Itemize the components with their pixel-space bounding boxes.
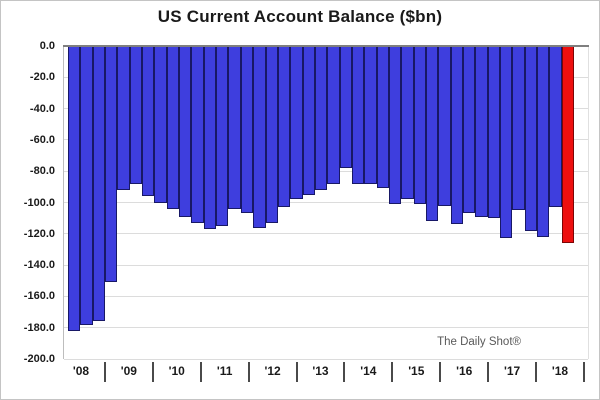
x-year-label: '15 [393,362,442,382]
y-tick-label: -40.0 [29,102,55,115]
y-tick-label: -180.0 [23,321,55,334]
bar-2015-q2 [425,46,439,221]
x-year-label: '08 [58,362,106,382]
bar-2012-q2 [277,46,291,207]
bar-2008-q1 [68,46,81,331]
x-year-label: '09 [106,362,154,382]
bar-2014-q4 [401,46,414,199]
y-tick-label: -140.0 [23,259,55,272]
gridline [64,358,588,360]
bar-2008-q3 [92,46,106,321]
bar-2013-q4 [351,46,365,184]
bar-2008-q2 [80,46,93,325]
watermark: The Daily Shot® [437,336,521,348]
x-year-label: '11 [202,362,250,382]
bar-2014-q3 [388,46,402,204]
gridline [64,295,588,297]
x-year-label: '13 [298,362,346,382]
bar-2012-q1 [265,46,278,223]
bar-2017-q3 [537,46,550,237]
bar-2016-q4 [500,46,513,238]
x-year-label: '17 [489,362,538,382]
bar-2008-q4 [105,46,118,282]
bar-2016-q3 [487,46,501,218]
bar-2013-q2 [327,46,340,184]
zero-baseline [63,45,589,47]
gridline [64,202,588,203]
bar-2012-q4 [302,46,315,195]
bar-2017-q2 [524,46,538,231]
bar-2017-q4 [549,46,562,207]
bar-2011-q2 [228,46,241,209]
y-tick-label: -120.0 [23,227,55,240]
gridline [64,233,588,235]
bar-2015-q3 [438,46,451,206]
bar-2013-q3 [339,46,352,168]
x-year-label: '10 [154,362,202,382]
bar-2014-q2 [376,46,389,188]
y-tick-label: 0.0 [39,40,55,52]
y-tick-label: -100.0 [23,196,55,209]
bar-2009-q3 [142,46,155,196]
bar-2012-q3 [290,46,303,199]
bar-2010-q2 [179,46,192,217]
y-tick-label: -20.0 [29,71,55,84]
y-axis: 0.0 -20.0 -40.0 -60.0 -80.0 -100.0 -120.0 -140.… [1,40,57,365]
bar-2016-q2 [475,46,488,217]
bar-2011-q4 [253,46,266,228]
x-axis: '08'09'10'11'12'13'14'15'16'17'18 [58,362,585,382]
bar-2009-q4 [154,46,167,203]
bar-2017-q1 [512,46,525,210]
bar-2015-q1 [413,46,426,204]
y-tick-label: -200.0 [23,353,55,365]
y-tick-label: -80.0 [29,165,55,178]
bar-2010-q4 [203,46,217,229]
bar-2016-q1 [463,46,476,213]
chart-title: US Current Account Balance ($bn) [157,7,443,26]
x-year-label: '16 [441,362,490,382]
bar-2010-q1 [166,46,180,209]
bar-2015-q4 [450,46,463,224]
gridline [64,264,588,266]
bar-2018-q1 [561,46,575,243]
bar-2014-q1 [364,46,377,184]
plot-area [63,45,589,360]
x-year-label: '14 [345,362,394,382]
x-year-label: '12 [250,362,298,382]
x-year-label: '18 [537,362,585,382]
y-tick-label: -60.0 [29,133,55,146]
y-tick-label: -160.0 [23,290,55,303]
bars-group [68,46,575,359]
bar-2011-q3 [240,46,254,213]
bar-2009-q2 [129,46,143,184]
bar-2009-q1 [117,46,130,190]
bar-2011-q1 [216,46,229,226]
gridline [64,327,588,329]
bar-2013-q1 [314,46,328,190]
bar-2010-q3 [191,46,204,223]
